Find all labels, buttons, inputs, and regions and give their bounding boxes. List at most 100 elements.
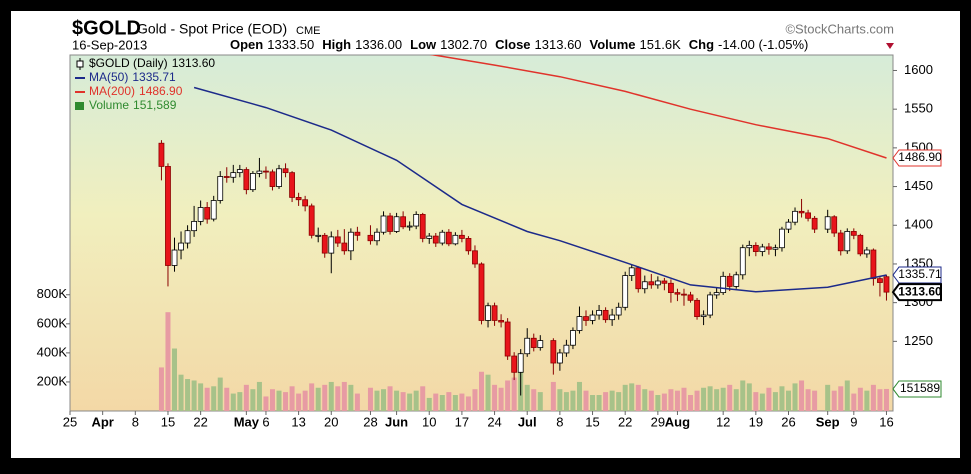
candle-body (387, 215, 393, 232)
y-tick-label: 1400 (904, 217, 933, 232)
legend: $GOLD (Daily) 1313.60 MA(50) 1335.71MA(200)… (75, 56, 215, 112)
volume-bar (446, 392, 452, 411)
x-tick-label: 15 (585, 414, 599, 429)
volume-bar (322, 384, 328, 411)
description: Gold - Spot Price (EOD) (137, 21, 287, 37)
candle-body (243, 169, 250, 191)
volume-bar (805, 389, 811, 411)
legend-swatch (76, 60, 84, 68)
volume-bar (661, 393, 667, 411)
x-tick-label: 26 (781, 414, 795, 429)
candle-body (498, 320, 504, 323)
volume-bar (348, 384, 354, 411)
candle-body (779, 228, 785, 249)
x-tick-label: 8 (132, 414, 139, 429)
candle-body (347, 231, 354, 252)
volume-bar (622, 384, 628, 411)
volume-bar (537, 392, 543, 411)
candle-body (661, 280, 668, 284)
candle-body (759, 246, 766, 252)
x-tick-label: 8 (556, 414, 563, 429)
candle-body (739, 247, 746, 276)
volume-bar (472, 389, 478, 411)
volume-bar (394, 390, 400, 411)
volume-bar (583, 390, 589, 411)
volume-bar (550, 381, 556, 411)
volume-bar (785, 390, 791, 411)
candle-body (400, 216, 407, 228)
candle-body (432, 235, 439, 244)
legend-value: 1335.71 (132, 70, 176, 84)
volume-bar (740, 380, 746, 411)
candle-body (641, 281, 648, 290)
x-tick-label: 22 (193, 414, 207, 429)
candle-body (419, 214, 426, 239)
legend-swatch (75, 102, 84, 110)
quote-value: 1336.00 (355, 37, 402, 52)
volume-bar (707, 386, 713, 411)
volume-bar (838, 386, 844, 411)
volume-bar (642, 389, 648, 411)
quote-item: Open 1333.50 (230, 37, 314, 52)
volume-bar (165, 312, 171, 411)
candle-body (171, 249, 178, 266)
candle-body (308, 205, 315, 236)
volume-bar (576, 381, 582, 411)
quote-value: 1333.50 (267, 37, 314, 52)
candle-body (563, 344, 570, 354)
volume-bar (812, 390, 818, 411)
candle-body (805, 212, 811, 219)
volume-bar (766, 387, 772, 411)
volume-bar (851, 393, 857, 411)
candle-body (511, 355, 518, 373)
volume-bar (674, 390, 680, 411)
x-tick-label: Sep (816, 414, 840, 429)
volume-bar (426, 397, 432, 411)
candle-body (524, 337, 531, 355)
candle-body (837, 232, 844, 252)
quote-value: 1302.70 (440, 37, 487, 52)
candle-body (341, 242, 348, 252)
candle-body (752, 244, 759, 252)
volume-bar (269, 389, 275, 411)
volume-bar (779, 386, 785, 411)
volume-bar (825, 384, 831, 411)
legend-entry: Volume 151,589 (89, 98, 177, 112)
volume-bar (289, 386, 295, 411)
volume-bar (531, 389, 537, 411)
volume-bar (883, 388, 889, 411)
y-tick-label: 1600 (904, 62, 933, 77)
candle-body (472, 250, 478, 265)
x-tick-label: 19 (749, 414, 763, 429)
legend-value: 151,589 (133, 98, 177, 112)
volume-bar (230, 393, 236, 411)
candle-body (674, 292, 681, 295)
candle-body (380, 215, 387, 233)
quote-label: Close (495, 37, 530, 52)
candle-body (765, 246, 772, 250)
volume-bar (511, 377, 517, 411)
candle-body (230, 172, 237, 178)
volume-bar (485, 374, 491, 411)
x-tick-label: 10 (422, 414, 436, 429)
candle-body (478, 263, 485, 321)
legend-entry: MA(200) 1486.90 (89, 84, 183, 98)
volume-bar (413, 390, 419, 411)
candle-body (315, 234, 322, 237)
candle-body (374, 231, 380, 242)
candle-body (197, 207, 204, 222)
candle-body (687, 294, 694, 301)
candle-body (302, 199, 309, 207)
volume-bar (407, 393, 413, 411)
candle-body (236, 169, 243, 174)
candle-body (583, 316, 589, 321)
volume-bar (354, 393, 360, 411)
volume-bar (250, 389, 256, 411)
volume-bar (185, 379, 191, 411)
candle-body (184, 230, 191, 244)
candle-body (282, 168, 289, 174)
plot (158, 55, 890, 411)
volume-bar (296, 393, 302, 411)
x-tick-label: 9 (850, 414, 857, 429)
legend-name: MA(50) (89, 70, 128, 84)
